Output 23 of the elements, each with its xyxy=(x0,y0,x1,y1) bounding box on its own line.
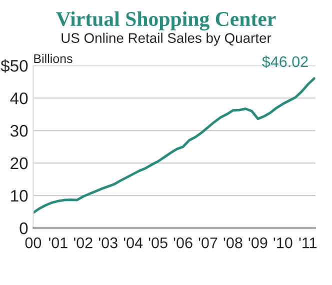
chart-title: Virtual Shopping Center xyxy=(56,11,276,30)
y-tick-label: $50 xyxy=(0,59,28,73)
x-tick-label: '05 xyxy=(148,237,168,248)
x-tick-label: '04 xyxy=(124,237,143,248)
y-axis-title: Billions xyxy=(34,54,72,64)
y-tick-label: 10 xyxy=(11,190,28,202)
x-tick-label: '08 xyxy=(224,237,242,248)
x-tick-label: '11 xyxy=(299,238,317,248)
y-tick-label: 0 xyxy=(20,222,28,234)
y-tick-label: 40 xyxy=(10,92,28,104)
x-tick-label: '03 xyxy=(98,237,118,248)
x-tick-label: '10 xyxy=(274,237,292,248)
x-tick-label: '06 xyxy=(174,237,192,248)
x-tick-label: '09 xyxy=(248,237,268,248)
annotation: $46.02 xyxy=(262,56,308,68)
line-series xyxy=(33,77,316,214)
y-tick-label: 30 xyxy=(10,124,28,137)
x-tick-label: 00 xyxy=(25,237,42,248)
chart-subtitle: US Online Retail Sales by Quarter xyxy=(62,32,272,46)
y-tick-label: 20 xyxy=(10,157,28,170)
x-tick-label: '02 xyxy=(74,237,92,248)
x-tick-label: '07 xyxy=(198,237,218,248)
x-tick-label: '01 xyxy=(48,237,68,248)
